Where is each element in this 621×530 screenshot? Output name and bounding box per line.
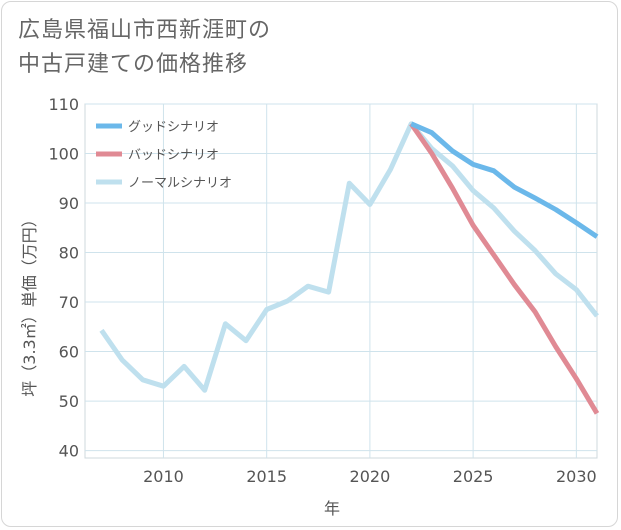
chart-title-line-2: 中古戸建ての価格推移	[18, 52, 249, 77]
y-tick-label: 90	[59, 194, 79, 213]
x-tick-label: 2020	[350, 467, 391, 486]
legend-label-3: ノーマルシナリオ	[128, 176, 232, 191]
series-line-2	[409, 122, 600, 415]
y-tick-label: 80	[59, 244, 79, 263]
y-tick-label: 70	[59, 293, 79, 312]
x-axis-title: 年	[324, 499, 340, 518]
y-tick-label: 50	[59, 392, 79, 411]
series-line-3	[99, 121, 599, 393]
x-tick-label: 2010	[143, 467, 184, 486]
y-tick-labels: 40 50 60 70 80 90 100 110	[48, 95, 79, 461]
chart-title-line-1: 広島県福山市西新涯町の	[18, 18, 272, 43]
x-tick-label: 2030	[556, 467, 597, 486]
y-tick-label: 100	[48, 145, 79, 164]
y-tick-label: 60	[59, 343, 79, 362]
x-tick-label: 2015	[246, 467, 287, 486]
x-tick-label: 2025	[453, 467, 494, 486]
series-lines	[99, 121, 600, 415]
series-line-1	[410, 121, 599, 239]
y-tick-label: 110	[48, 95, 79, 114]
y-axis-title: 坪（3.3㎡）単価（万円）	[20, 211, 39, 396]
grid-lines	[85, 103, 597, 458]
x-tick-labels: 2010 2015 2020 2025 2030	[143, 467, 597, 486]
legend-label-1: グッドシナリオ	[128, 120, 219, 135]
legend-label-2: バッドシナリオ	[128, 148, 219, 163]
y-tick-label: 40	[59, 442, 79, 461]
chart-title: 広島県福山市西新涯町の 中古戸建ての価格推移	[18, 14, 271, 82]
